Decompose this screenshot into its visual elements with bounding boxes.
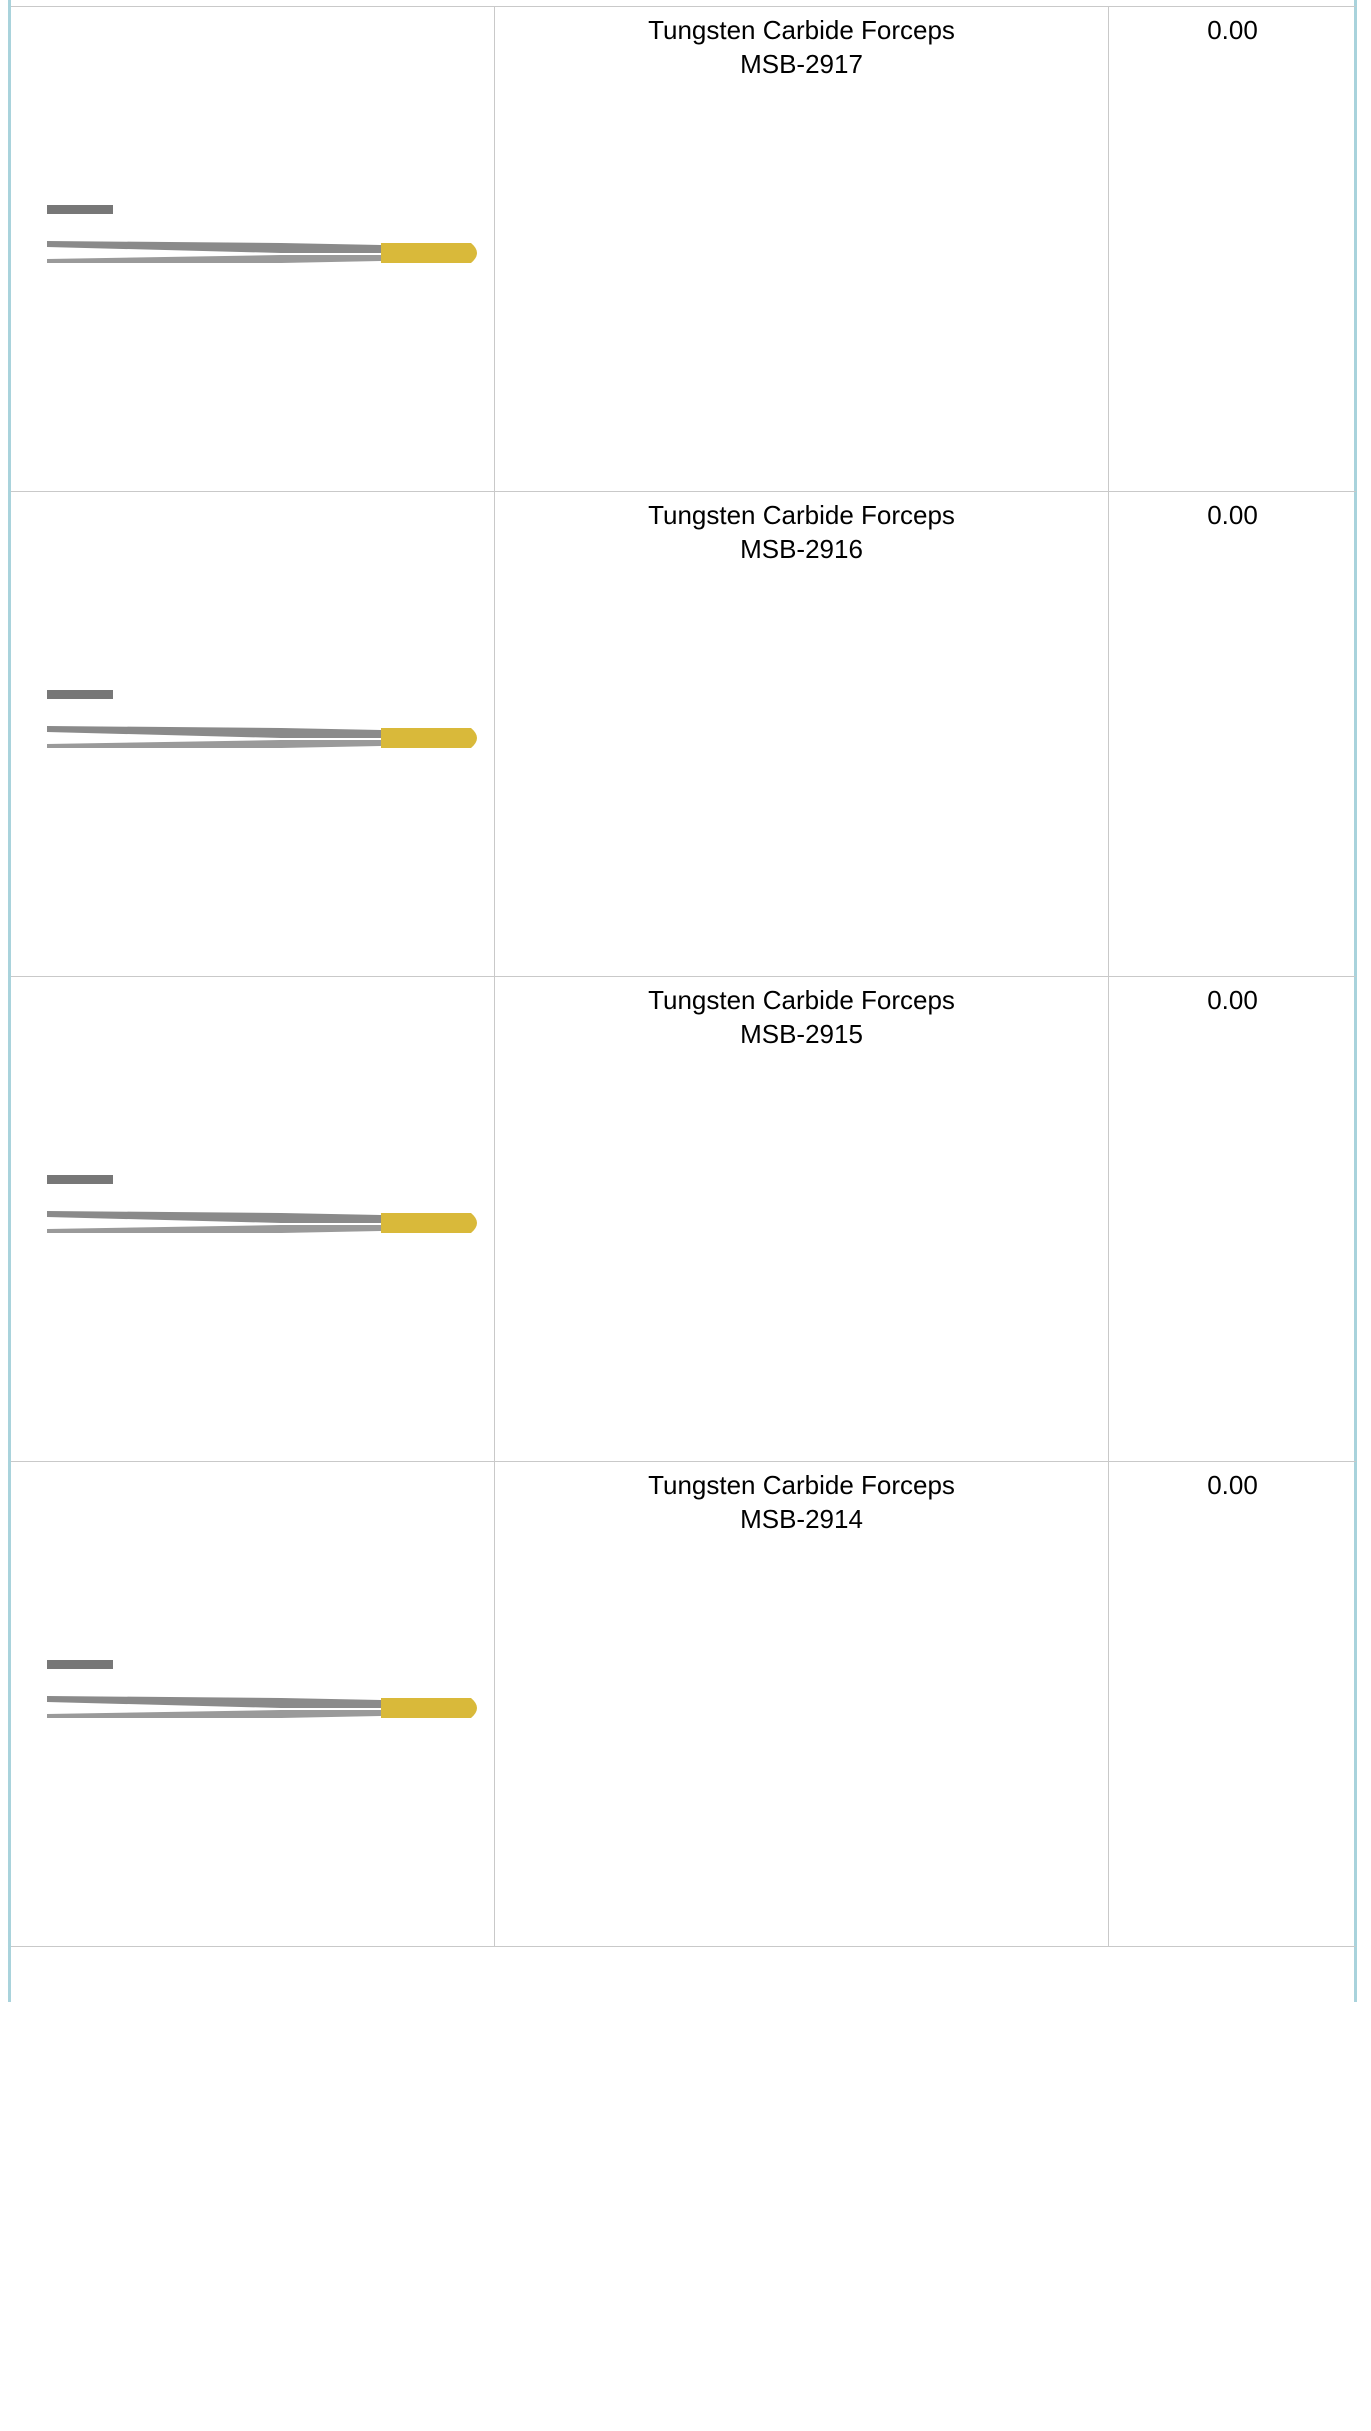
- description-cell: Tungsten Carbide Forceps MSB-2916: [495, 492, 1109, 976]
- description-cell: Tungsten Carbide Forceps MSB-2917: [495, 7, 1109, 491]
- image-cell: [11, 977, 495, 1461]
- product-row: Tungsten Carbide Forceps MSB-2915 0.00: [11, 976, 1356, 1461]
- product-code: MSB-2917: [740, 49, 863, 79]
- product-row: Tungsten Carbide Forceps MSB-2914 0.00: [11, 1461, 1356, 1946]
- product-code: MSB-2915: [740, 1019, 863, 1049]
- empty-row: [11, 1946, 1356, 2431]
- product-price: 0.00: [1207, 1470, 1258, 1500]
- description-cell: Tungsten Carbide Forceps MSB-2915: [495, 977, 1109, 1461]
- content-frame: [8, 0, 1357, 2002]
- product-code: MSB-2914: [740, 1504, 863, 1534]
- product-price: 0.00: [1207, 500, 1258, 530]
- product-name: Tungsten Carbide Forceps: [648, 15, 955, 45]
- product-price: 0.00: [1207, 985, 1258, 1015]
- description-cell: Tungsten Carbide Forceps MSB-2914: [495, 1462, 1109, 1946]
- image-cell: [11, 7, 495, 491]
- product-code: MSB-2916: [740, 534, 863, 564]
- page: (() => { const data = JSON.parse(documen…: [8, 0, 1357, 2002]
- product-name: Tungsten Carbide Forceps: [648, 1470, 955, 1500]
- product-row: Tungsten Carbide Forceps MSB-2917 0.00: [11, 6, 1356, 491]
- image-cell: [11, 492, 495, 976]
- forceps-image: [47, 1660, 477, 1718]
- product-row: Tungsten Carbide Forceps MSB-2916 0.00: [11, 491, 1356, 976]
- forceps-image: [47, 1175, 477, 1233]
- product-price: 0.00: [1207, 15, 1258, 45]
- product-name: Tungsten Carbide Forceps: [648, 985, 955, 1015]
- image-cell: [11, 1462, 495, 1946]
- forceps-image: [47, 690, 477, 748]
- forceps-image: [47, 205, 477, 263]
- product-name: Tungsten Carbide Forceps: [648, 500, 955, 530]
